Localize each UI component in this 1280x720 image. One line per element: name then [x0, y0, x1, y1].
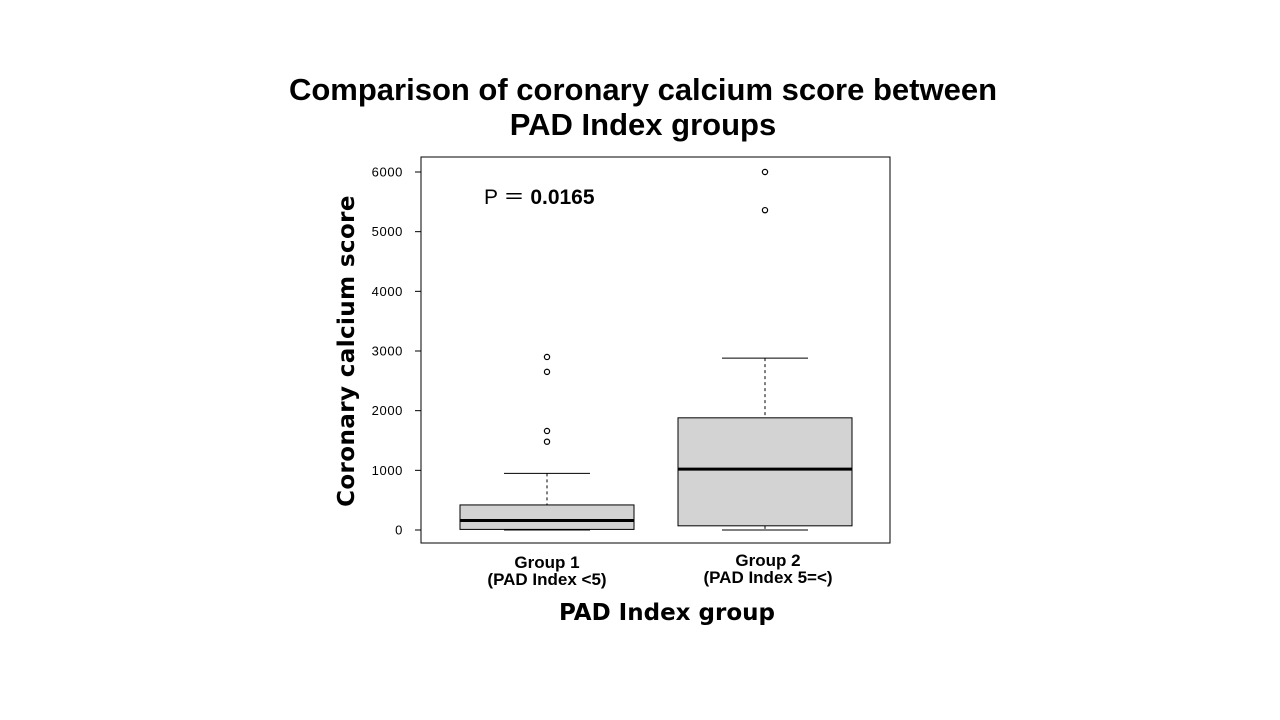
x-axis-label: PAD Index group	[559, 600, 775, 626]
group-1-outlier	[543, 438, 551, 445]
group-2-outlier	[761, 206, 769, 214]
p-value-annotation: P ＝ 0.0165	[484, 181, 595, 211]
y-tick-label: 0	[395, 523, 403, 538]
group-2-label-line-2: (PAD Index 5=<)	[703, 568, 833, 587]
p-value-number: 0.0165	[530, 186, 595, 209]
p-value-label: P ＝	[484, 186, 525, 209]
chart-title-line-1: Comparison of coronary calcium score bet…	[288, 72, 998, 107]
chart-title-line-2: PAD Index groups	[509, 107, 777, 142]
group-2-label: Group 2 (PAD Index 5=<)	[703, 552, 832, 586]
group-2-outlier	[761, 168, 769, 176]
group-1-label-line-1: Group 1	[514, 553, 580, 572]
y-tick-label: 3000	[372, 344, 403, 359]
group-1-outlier	[543, 427, 551, 435]
chart-title: Comparison of coronary calcium score bet…	[0, 72, 1280, 142]
y-tick-label: 1000	[372, 463, 403, 478]
y-tick-label: 6000	[372, 165, 403, 180]
group-1-outlier	[543, 368, 551, 376]
group-1-label: Group 1 (PAD Index <5)	[487, 554, 606, 588]
group-2-box	[677, 417, 853, 527]
group-1-outlier	[543, 353, 551, 361]
group-2-label-line-1: Group 2	[735, 551, 801, 570]
y-axis-label: Coronary calcium score	[334, 195, 360, 507]
y-tick-label: 2000	[372, 403, 403, 418]
y-tick-label: 4000	[372, 284, 403, 299]
group-1-label-line-2: (PAD Index <5)	[487, 570, 607, 589]
group-1-box	[459, 504, 635, 530]
plot-frame	[420, 156, 891, 544]
y-tick-label: 5000	[372, 224, 403, 239]
